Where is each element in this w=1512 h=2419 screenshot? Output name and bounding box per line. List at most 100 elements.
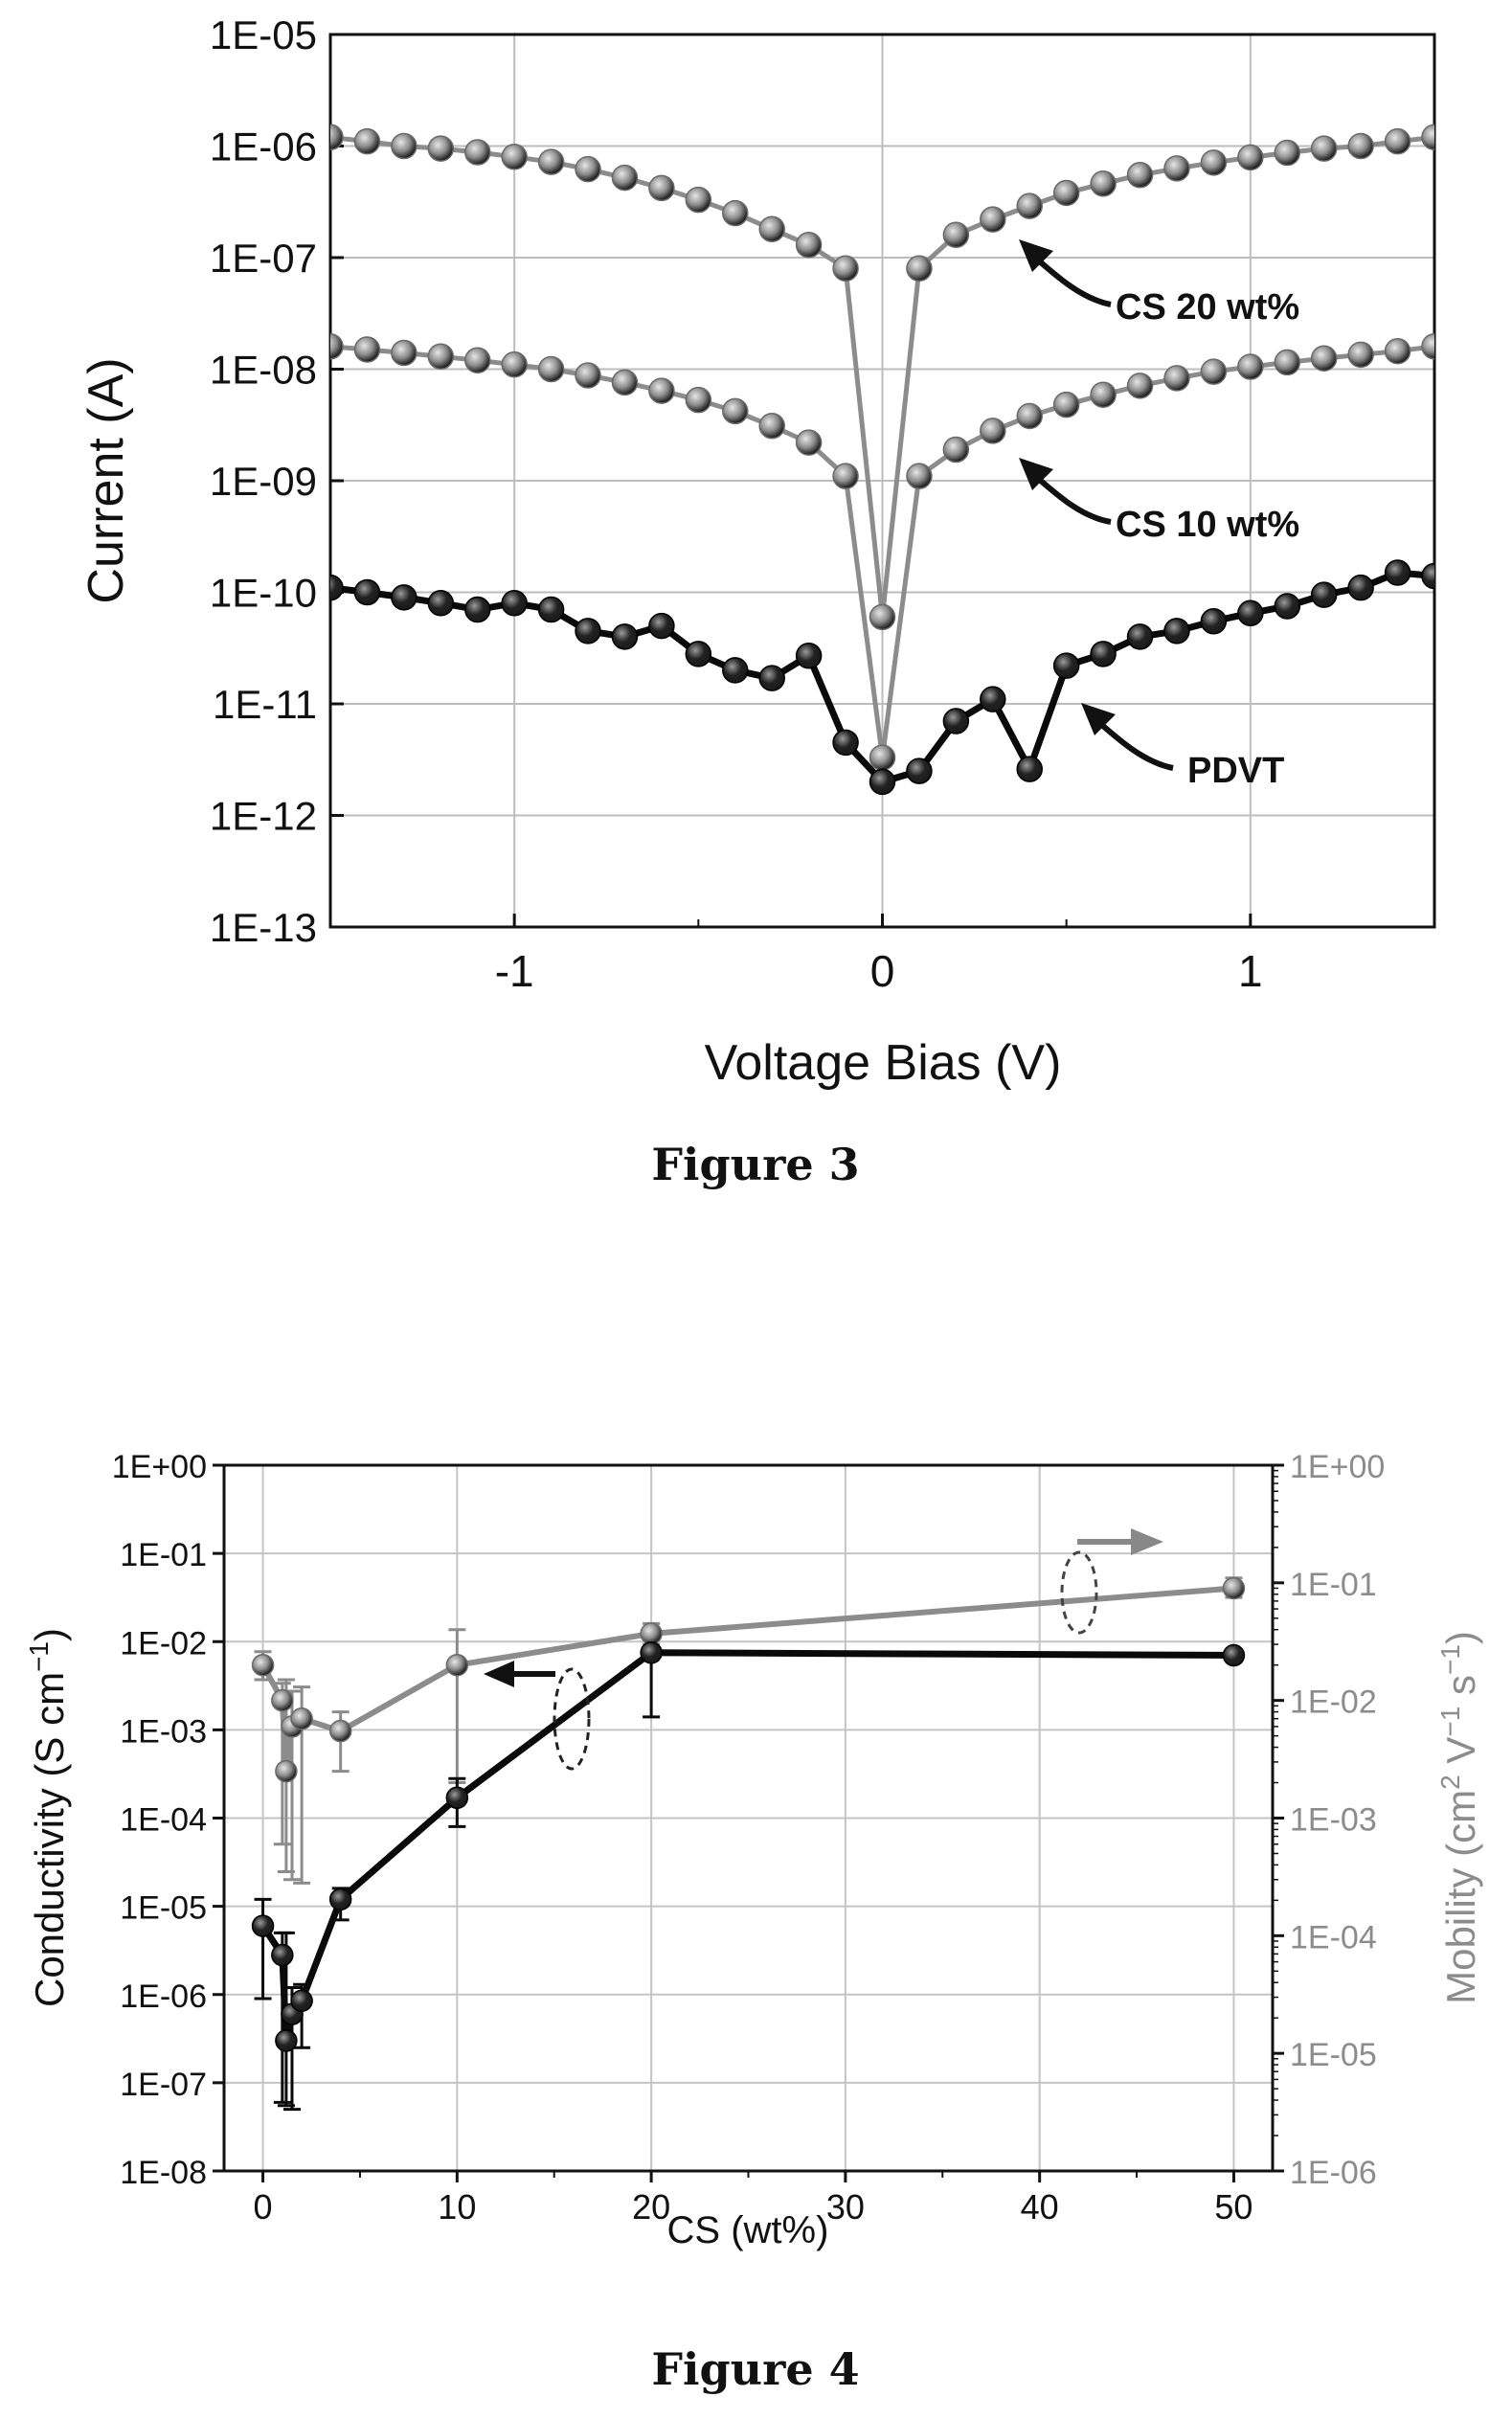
annotation-cs20-arrow: [1032, 254, 1112, 307]
figure-4-left-y-axis-label: Conductivity (S cm−1): [24, 1628, 72, 2007]
data-point-cs-10-wt: [1163, 365, 1190, 392]
figure-4-right-y-tick-label: 1E-06: [1290, 2155, 1377, 2191]
data-point-pdvt: [427, 590, 455, 617]
figure-4-left-y-label-main: Conductivity (S cm: [27, 1672, 72, 2007]
data-point-pdvt: [1274, 593, 1301, 620]
figure-3-x-tick-label: -1: [495, 946, 534, 996]
figure-3-y-tick-label: 1E-08: [210, 348, 317, 393]
data-point-cs-10-wt: [1384, 337, 1411, 365]
data-point-cs-20-wt: [1274, 139, 1301, 167]
data-point-pdvt: [832, 729, 859, 757]
data-point-cs-10-wt: [685, 386, 712, 414]
figure-3-x-axis-label: Voltage Bias (V): [705, 1035, 1062, 1091]
figure-3-chart: -1 0 1 1E-13 1E-12 1E-11 1E-10 1E-09 1E-08 1E-07…: [79, 12, 1436, 1190]
data-point-cs-20-wt: [980, 206, 1006, 233]
data-point-cs-20-wt: [1347, 132, 1374, 160]
figure-4-x-tick-label: 20: [632, 2187, 670, 2227]
figure-4-right-y-tick-label: 1E-03: [1290, 1802, 1377, 1839]
figure-3-x-axis: -1 0 1: [329, 914, 1435, 996]
data-point-cs-10-wt: [758, 413, 785, 440]
data-point-cs-10-wt: [537, 355, 565, 383]
annotation-left-axis-indicator: [484, 1661, 591, 1771]
figure-4-right-y-tick-label: 1E-05: [1290, 2037, 1377, 2073]
data-point-pdvt: [980, 686, 1006, 712]
data-point-cs-20-wt: [575, 155, 601, 183]
figure-4-right-y-label-part-5: s: [1438, 1675, 1483, 1707]
figure-4-left-y-label-end: ): [27, 1628, 72, 1641]
annotation-cs10: CS 10 wt%: [1019, 458, 1299, 545]
data-point-conductivity: [445, 1786, 469, 1810]
annotation-right-dashed-ellipse: [1060, 1550, 1098, 1635]
figure-4-left-y-tick-label: 1E+00: [112, 1449, 207, 1485]
data-point-pdvt: [685, 641, 712, 667]
data-point-mobility: [445, 1653, 469, 1677]
figure-4-right-y-tick-label: 1E-04: [1290, 1919, 1377, 1956]
figure-3-y-tick-label: 1E-13: [210, 905, 317, 950]
data-point-cs-10-wt: [722, 397, 749, 425]
data-point-pdvt: [391, 584, 417, 611]
data-point-cs-20-wt: [330, 124, 344, 151]
figure-4-x-tick-label: 40: [1021, 2187, 1059, 2227]
figure-3-y-tick-label: 1E-11: [213, 682, 317, 727]
data-point-cs-10-wt: [427, 343, 455, 370]
data-point-cs-10-wt: [1237, 353, 1264, 380]
data-point-cs-20-wt: [353, 127, 381, 155]
annotation-cs10-arrow: [1032, 472, 1112, 525]
annotation-left-arrowhead: [484, 1661, 514, 1687]
figure-3-caption: Figure 3: [651, 1139, 859, 1190]
annotation-right-arrowhead: [1131, 1528, 1163, 1555]
data-point-pdvt: [648, 612, 675, 640]
figure-4-left-y-tick-label: 1E-04: [120, 1802, 207, 1839]
data-point-pdvt: [1384, 559, 1411, 586]
data-point-cs-20-wt: [869, 603, 896, 631]
figure-4-right-y-tick-label: 1E-02: [1290, 1684, 1377, 1721]
figure-4-x-tick-label: 30: [826, 2187, 865, 2227]
data-point-pdvt: [575, 618, 601, 644]
figure-4-left-y-tick-label: 1E-01: [120, 1537, 207, 1573]
data-point-cs-10-wt: [1347, 341, 1374, 369]
data-point-cs-20-wt: [1163, 155, 1190, 182]
data-point-cs-10-wt: [391, 339, 417, 367]
figure-4-right-y-axis: 1E-06 1E-05 1E-04 1E-03 1E-02 1E-01 1E+00: [1273, 1449, 1385, 2191]
data-point-cs-10-wt: [353, 336, 381, 363]
data-point-mobility: [328, 1719, 352, 1743]
data-point-pdvt: [1016, 756, 1043, 782]
data-point-cs-20-wt: [1052, 179, 1080, 207]
data-point-pdvt: [1347, 574, 1374, 601]
data-point-mobility: [1222, 1576, 1246, 1600]
data-point-cs-10-wt: [1200, 358, 1228, 385]
data-point-pdvt: [869, 768, 896, 796]
data-point-cs-20-wt: [1126, 161, 1154, 189]
data-point-pdvt: [463, 596, 491, 623]
data-point-mobility: [251, 1653, 275, 1677]
data-point-cs-20-wt: [685, 186, 712, 214]
figure-4-x-tick-label: 50: [1214, 2187, 1252, 2227]
data-point-cs-20-wt: [942, 221, 970, 248]
data-point-cs-20-wt: [427, 135, 455, 162]
figure-4-right-y-label-part-7: ): [1438, 1631, 1483, 1644]
data-point-pdvt: [1310, 581, 1338, 608]
data-point-pdvt: [1200, 607, 1228, 635]
data-point-conductivity: [271, 1943, 294, 1967]
data-point-conductivity: [251, 1914, 275, 1937]
data-point-cs-10-wt: [980, 418, 1006, 444]
annotation-cs20-label: CS 20 wt%: [1116, 287, 1299, 328]
data-point-cs-10-wt: [869, 744, 896, 771]
annotation-pdvt-label: PDVT: [1187, 751, 1284, 791]
data-point-cs-20-wt: [1090, 170, 1117, 197]
figure-4-left-y-tick-label: 1E-07: [120, 2067, 207, 2103]
figure-4-left-y-label-sup: −1: [24, 1641, 54, 1672]
annotation-cs10-arrowhead: [1019, 458, 1053, 490]
data-point-pdvt: [722, 657, 749, 684]
data-point-cs-10-wt: [1274, 349, 1301, 376]
data-point-pdvt: [1163, 618, 1190, 644]
data-point-pdvt: [330, 574, 344, 601]
data-point-cs-20-wt: [1310, 135, 1338, 162]
data-point-mobility: [290, 1707, 313, 1730]
figure-4-left-y-tick-label: 1E-05: [120, 1890, 207, 1927]
figure-4-x-axis: 0 10 20 30 40 50: [254, 2171, 1252, 2227]
figure-4-right-y-tick-label: 1E-01: [1290, 1567, 1377, 1603]
data-point-cs-10-wt: [330, 332, 344, 360]
figure-3-y-tick-label: 1E-05: [210, 12, 317, 57]
